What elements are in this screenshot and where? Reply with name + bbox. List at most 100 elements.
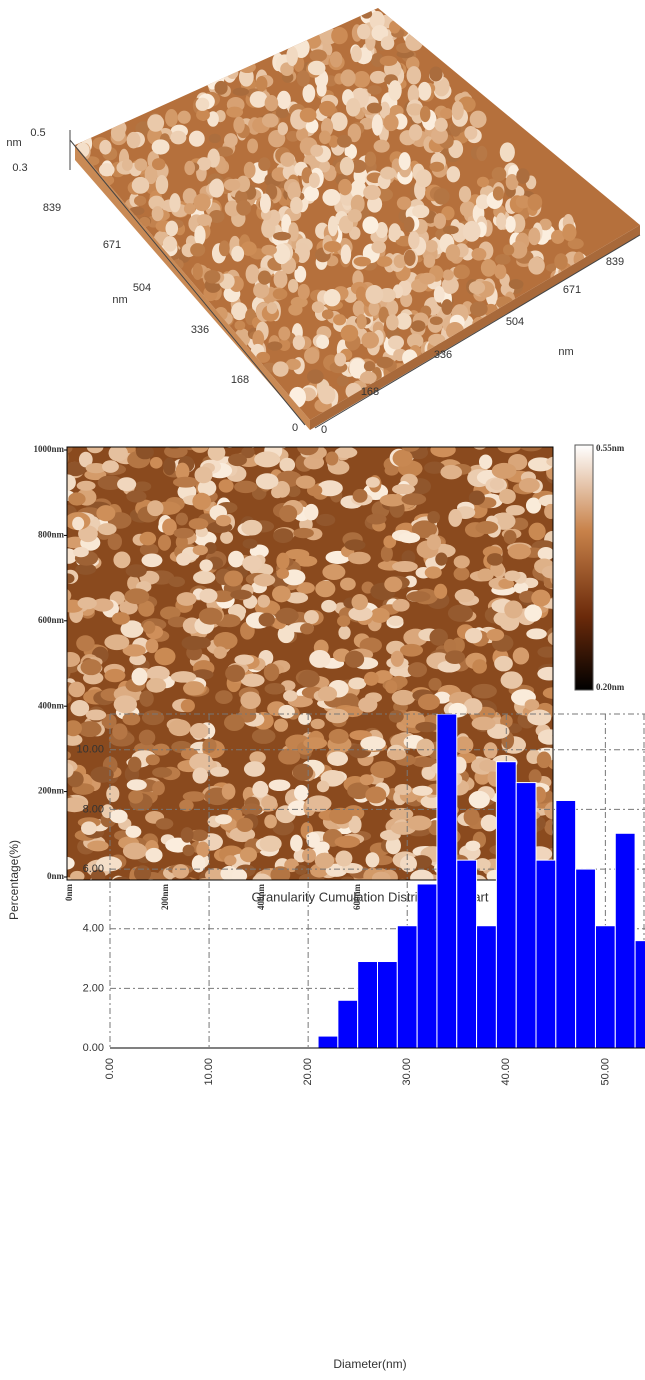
surface-side xyxy=(310,225,640,430)
grain xyxy=(400,292,413,308)
grain xyxy=(168,719,191,737)
grain xyxy=(360,371,377,384)
grain xyxy=(155,818,174,830)
grain xyxy=(392,449,413,467)
grain xyxy=(389,20,401,34)
grain xyxy=(290,834,303,852)
grain xyxy=(77,597,97,610)
grain xyxy=(318,159,331,173)
grain xyxy=(541,565,553,579)
grain xyxy=(378,306,389,323)
grain xyxy=(266,302,278,315)
grain xyxy=(349,159,367,173)
grain xyxy=(337,615,351,627)
grain xyxy=(72,516,85,531)
grain xyxy=(475,194,490,210)
grain xyxy=(472,659,487,674)
grain xyxy=(370,52,384,68)
grain xyxy=(525,497,542,514)
grain xyxy=(106,785,120,803)
grain xyxy=(141,553,163,568)
grain xyxy=(245,264,260,284)
grain xyxy=(380,36,395,50)
grain xyxy=(192,544,208,556)
grain xyxy=(240,241,257,256)
grain xyxy=(214,80,228,95)
grain xyxy=(433,188,450,205)
grain xyxy=(283,690,298,702)
grain xyxy=(146,677,167,693)
grain xyxy=(176,592,197,606)
bar xyxy=(436,714,458,1048)
grain xyxy=(453,264,470,280)
grain xyxy=(97,475,124,491)
grain xyxy=(191,855,206,873)
grain xyxy=(209,179,223,198)
grain xyxy=(429,66,443,82)
grain xyxy=(192,767,209,784)
grain xyxy=(273,243,291,265)
grain xyxy=(537,646,553,658)
grain xyxy=(76,480,96,491)
grain xyxy=(179,799,194,812)
bar xyxy=(515,782,537,1048)
grain xyxy=(225,664,246,683)
grain xyxy=(528,522,546,541)
grain xyxy=(204,269,221,284)
grain xyxy=(146,879,155,880)
grain xyxy=(113,695,138,714)
grain xyxy=(296,70,310,87)
grain xyxy=(240,691,261,710)
grain xyxy=(278,748,301,765)
grain xyxy=(365,786,387,804)
grain xyxy=(406,333,424,349)
grain xyxy=(280,152,295,167)
grain xyxy=(353,256,371,267)
grain xyxy=(175,534,188,550)
grain xyxy=(253,282,270,299)
grain xyxy=(175,462,190,481)
grain xyxy=(231,245,245,262)
grain xyxy=(152,781,165,796)
grain xyxy=(97,523,117,536)
grain xyxy=(489,478,505,491)
bar xyxy=(476,925,497,1048)
grain xyxy=(300,622,314,635)
grain xyxy=(464,628,483,644)
grain xyxy=(288,303,303,316)
grain xyxy=(236,175,251,193)
grain xyxy=(464,125,478,140)
grain xyxy=(196,841,210,858)
grain xyxy=(223,133,238,148)
y-axis-label: Percentage(%) xyxy=(7,840,21,920)
grain xyxy=(147,114,165,132)
bar xyxy=(495,761,517,1048)
grain xyxy=(297,447,319,456)
grain xyxy=(474,858,491,872)
grain xyxy=(508,279,524,290)
grain xyxy=(539,293,555,311)
grain xyxy=(430,447,456,458)
grain xyxy=(177,110,191,124)
grain xyxy=(403,216,415,233)
grain xyxy=(240,673,265,687)
grain xyxy=(552,733,553,738)
grain xyxy=(251,728,276,744)
grain xyxy=(384,465,399,476)
bar xyxy=(614,832,636,1048)
grain xyxy=(442,225,459,235)
grain xyxy=(518,478,540,493)
grain xyxy=(393,254,407,269)
grain xyxy=(551,470,553,480)
grain xyxy=(299,107,317,123)
grain xyxy=(85,709,107,721)
grain xyxy=(505,174,519,191)
grain xyxy=(527,709,552,726)
grain xyxy=(255,76,268,92)
grain xyxy=(321,599,337,613)
grain xyxy=(234,320,246,331)
grain xyxy=(261,113,279,128)
bar xyxy=(377,961,398,1048)
grain xyxy=(468,790,490,809)
